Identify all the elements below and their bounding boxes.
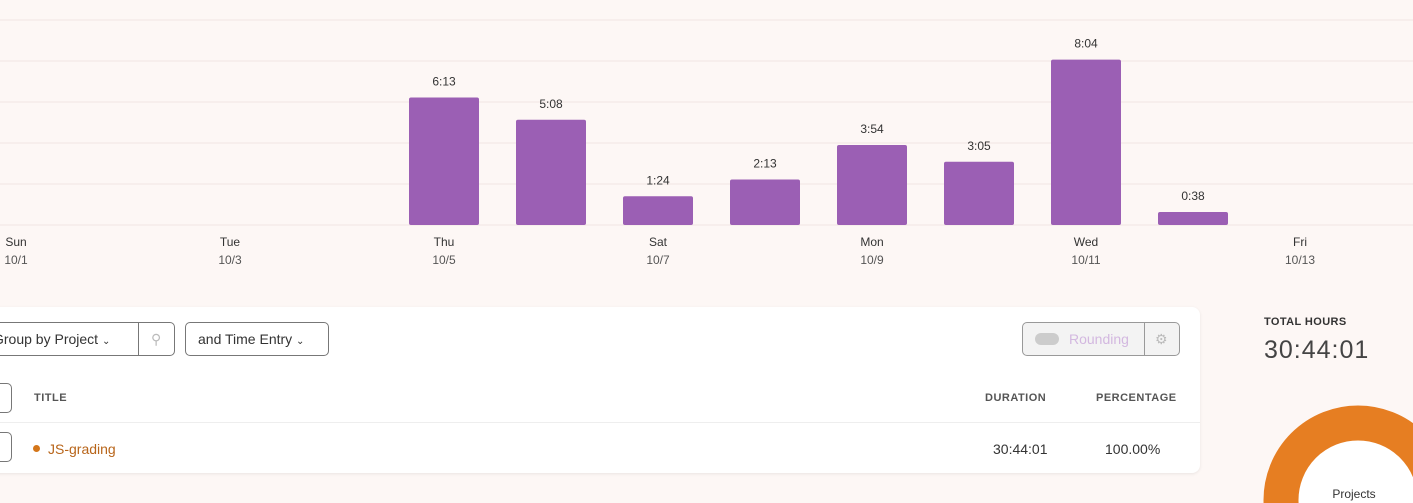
value-label: 0:38 <box>1181 189 1205 203</box>
x-tick-label: Thu <box>434 235 455 249</box>
project-dot <box>33 445 40 452</box>
value-label: 3:54 <box>860 122 884 136</box>
column-header: PERCENTAGE <box>1096 392 1177 404</box>
value-label: 3:05 <box>967 139 991 153</box>
dropdown-label: and Time Entry <box>198 331 293 347</box>
percentage: 100.00% <box>1105 441 1161 457</box>
donut-label: Projects <box>1332 487 1375 501</box>
bar <box>409 97 479 225</box>
x-tick-date: 10/5 <box>432 253 456 267</box>
toggle-label: Rounding <box>1069 331 1129 347</box>
donut-ring <box>1263 405 1413 503</box>
x-tick-date: 10/11 <box>1071 253 1100 267</box>
x-tick-date: 10/13 <box>1285 253 1315 267</box>
column-header[interactable]: TITLE <box>34 392 68 404</box>
search-button[interactable]: ⚲ <box>138 322 175 356</box>
bar <box>516 119 586 225</box>
x-tick-label: Sat <box>649 235 668 249</box>
group-by-dropdown[interactable]: Group by Project ⌄ <box>0 322 140 356</box>
report-card: Group by Project ⌄ ⚲ and Time Entry ⌄ Ro… <box>0 307 1200 473</box>
value-label: 5:08 <box>539 97 563 111</box>
donut: Projects <box>1263 405 1413 503</box>
rounding-toggle[interactable]: Rounding <box>1022 322 1146 356</box>
chart: Sun 10/1 Tue 10/3 6:13 Thu 10/5 5:08 1:24 Sat 10/7… <box>0 19 1413 267</box>
x-tick-label: Fri <box>1293 235 1307 249</box>
x-tick-date: 10/7 <box>646 253 670 267</box>
bar <box>837 145 907 225</box>
value-label: 1:24 <box>646 173 670 187</box>
project-name[interactable]: JS-grading <box>48 441 116 457</box>
x-tick-date: 10/3 <box>218 253 242 267</box>
secondary-group-dropdown[interactable]: and Time Entry ⌄ <box>185 322 329 356</box>
bar <box>1158 212 1228 225</box>
checkbox[interactable] <box>0 383 12 413</box>
value-label: 6:13 <box>432 75 456 89</box>
bar <box>1051 59 1121 226</box>
x-tick-date: 10/1 <box>4 253 28 267</box>
row-divider <box>0 422 1200 423</box>
bar <box>623 196 693 225</box>
column-header[interactable]: DURATION <box>985 392 1047 404</box>
duration: 30:44:01 <box>993 441 1048 457</box>
toggle-switch <box>1035 333 1059 345</box>
row-checkbox[interactable] <box>0 432 12 462</box>
x-tick-label: Tue <box>220 235 241 249</box>
bar <box>730 179 800 225</box>
value-label: 2:13 <box>753 157 777 171</box>
x-tick-label: Mon <box>860 235 883 249</box>
summary-value: 30:44:01 <box>1264 336 1370 364</box>
summary-label: TOTAL HOURS <box>1264 316 1347 328</box>
value-label: 8:04 <box>1074 37 1098 51</box>
x-tick-date: 10/9 <box>860 253 884 267</box>
x-tick-label: Sun <box>5 235 26 249</box>
x-tick-label: Wed <box>1074 235 1098 249</box>
settings-button[interactable]: ⚙ <box>1144 322 1180 356</box>
dropdown-label: Group by Project <box>0 331 99 347</box>
bar <box>944 161 1014 225</box>
